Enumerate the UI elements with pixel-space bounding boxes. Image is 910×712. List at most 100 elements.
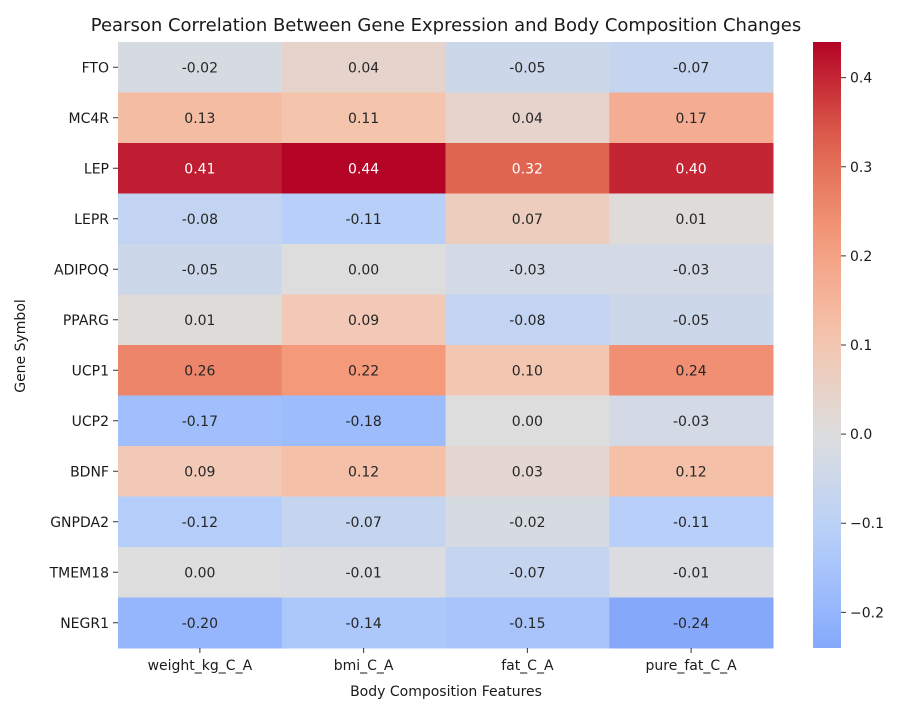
cell-value-label: -0.05	[182, 262, 218, 278]
heatmap-cell	[445, 143, 610, 194]
y-axis-label: Gene Symbol	[13, 299, 29, 393]
y-tick-label: FTO	[82, 60, 109, 76]
cell-value-label: -0.11	[673, 515, 709, 531]
cell-value-label: 0.32	[512, 161, 543, 177]
heatmap-cell	[281, 193, 446, 245]
cell-value-label: 0.01	[676, 212, 707, 228]
y-tick-label: PPARG	[63, 313, 109, 329]
colorbar-tick-label: 0.0	[850, 427, 872, 443]
heatmap-cell	[281, 496, 446, 548]
heatmap-cell	[445, 395, 610, 447]
cell-value-label: 0.10	[512, 363, 543, 379]
cell-value-label: 0.11	[348, 111, 379, 127]
cell-value-label: -0.01	[673, 565, 709, 581]
cell-value-label: -0.15	[509, 616, 545, 632]
cell-value-label: 0.13	[184, 111, 215, 127]
cell-value-label: 0.01	[184, 313, 215, 329]
heatmap-cell	[118, 597, 283, 649]
cell-value-label: -0.08	[509, 313, 545, 329]
cell-value-label: -0.20	[182, 616, 218, 632]
cell-value-label: 0.12	[348, 464, 379, 480]
cell-value-label: 0.00	[348, 262, 379, 278]
y-tick-label: GNPDA2	[50, 515, 109, 531]
heatmap-cell	[609, 193, 774, 245]
heatmap-cell	[445, 345, 610, 396]
heatmap-cell	[609, 446, 774, 497]
colorbar-tick-label: 0.4	[850, 71, 872, 87]
y-tick-label: LEP	[84, 161, 109, 177]
cell-value-label: 0.07	[512, 212, 543, 228]
cell-value-label: 0.44	[348, 161, 379, 177]
heatmap-cell	[609, 395, 774, 447]
heatmap-cell	[118, 446, 283, 497]
heatmap-cell	[281, 143, 446, 194]
heatmap-cell	[445, 244, 610, 295]
colorbar: 0.4 0.3 0.2 0.1 0.0 −0.1 −0.2	[813, 42, 884, 648]
cell-value-label: 0.00	[184, 565, 215, 581]
heatmap-cell	[281, 42, 446, 93]
cell-value-label: -0.08	[182, 212, 218, 228]
y-axis-ticks: FTO MC4R LEP LEPR ADIPOQ PPARG UCP1 UCP2 BDNF GNP…	[49, 60, 118, 632]
cell-value-label: 0.17	[676, 111, 707, 127]
heatmap-cell	[118, 496, 283, 548]
heatmap-cells	[118, 42, 774, 649]
cell-value-label: -0.05	[509, 60, 545, 76]
y-tick-label: MC4R	[69, 111, 110, 127]
cell-value-label: -0.02	[509, 515, 545, 531]
cell-value-label: 0.22	[348, 363, 379, 379]
colorbar-ticks: 0.4 0.3 0.2 0.1 0.0 −0.1 −0.2	[841, 71, 884, 621]
cell-value-label: -0.03	[509, 262, 545, 278]
cell-value-label: 0.04	[512, 111, 543, 127]
cell-value-label: 0.09	[184, 464, 215, 480]
y-tick-label: UCP1	[72, 363, 109, 379]
x-tick-label: fat_C_A	[501, 658, 554, 674]
heatmap-cell	[281, 244, 446, 295]
heatmap-cell	[445, 294, 610, 346]
cell-value-label: -0.03	[673, 414, 709, 430]
x-tick-label: weight_kg_C_A	[148, 658, 253, 674]
heatmap-cell	[609, 496, 774, 548]
heatmap-cell	[281, 597, 446, 649]
cell-value-label: 0.41	[184, 161, 215, 177]
x-tick-label: pure_fat_C_A	[646, 658, 738, 674]
heatmap-cell	[118, 193, 283, 245]
cell-value-label: -0.02	[182, 60, 218, 76]
y-tick-label: ADIPOQ	[54, 262, 109, 278]
colorbar-gradient	[813, 42, 841, 648]
heatmap-cell	[445, 193, 610, 245]
heatmap-cell	[281, 92, 446, 144]
heatmap-cell	[281, 547, 446, 598]
y-tick-label: BDNF	[70, 464, 109, 480]
cell-value-label: 0.00	[512, 414, 543, 430]
x-axis-ticks: weight_kg_C_A bmi_C_A fat_C_A pure_fat_C_A	[148, 648, 738, 674]
cell-value-label: -0.12	[182, 515, 218, 531]
heatmap-cell	[445, 446, 610, 497]
colorbar-tick-label: 0.2	[850, 249, 872, 265]
cell-value-label: -0.07	[346, 515, 382, 531]
colorbar-tick-label: 0.3	[850, 160, 872, 176]
cell-value-label: -0.18	[346, 414, 382, 430]
cell-value-label: 0.04	[348, 60, 379, 76]
heatmap-cell	[281, 345, 446, 396]
cell-value-label: 0.09	[348, 313, 379, 329]
cell-value-label: 0.24	[676, 363, 707, 379]
cell-value-label: -0.17	[182, 414, 218, 430]
heatmap-cell	[118, 143, 283, 194]
heatmap-cell	[118, 395, 283, 447]
y-tick-label: NEGR1	[60, 616, 109, 632]
heatmap-cell	[609, 143, 774, 194]
cell-value-label: -0.11	[346, 212, 382, 228]
cell-value-label: -0.01	[346, 565, 382, 581]
heatmap-cell	[118, 92, 283, 144]
heatmap-cell	[281, 294, 446, 346]
cell-value-label: -0.05	[673, 313, 709, 329]
cell-value-label: 0.40	[676, 161, 707, 177]
chart-title: Pearson Correlation Between Gene Express…	[91, 15, 802, 36]
heatmap-cell	[609, 42, 774, 93]
cell-value-labels: -0.02 0.04 -0.05 -0.07 0.13 0.11 0.04 0.17 0.41 0…	[182, 60, 710, 632]
heatmap-cell	[281, 446, 446, 497]
heatmap-cell	[609, 345, 774, 396]
cell-value-label: -0.03	[673, 262, 709, 278]
y-tick-label: LEPR	[74, 212, 109, 228]
